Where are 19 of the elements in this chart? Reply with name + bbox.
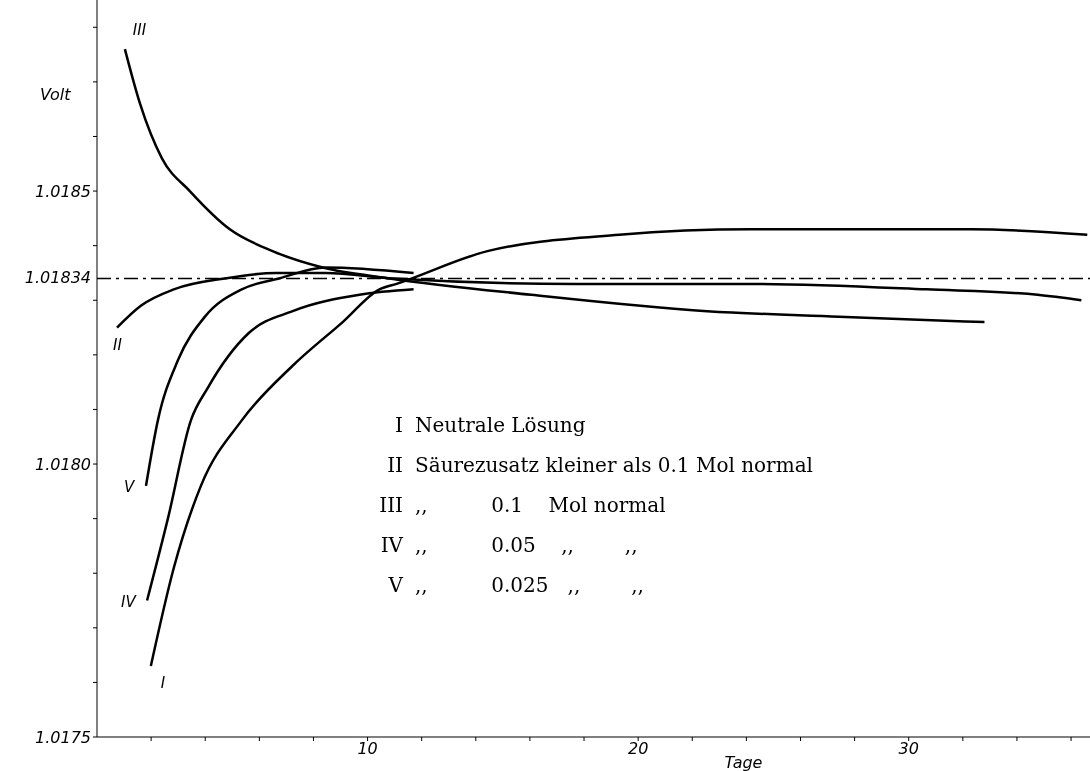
annotation: V ,, 0.025 ,, ,, bbox=[387, 572, 644, 599]
annotation: III ,, 0.1 Mol normal bbox=[378, 492, 666, 519]
series-label: III bbox=[132, 21, 147, 40]
y-tick-label: 1.0180 bbox=[35, 454, 91, 474]
series-label: II bbox=[113, 335, 123, 354]
x-axis-title: Tage bbox=[724, 753, 763, 771]
series-label: IV bbox=[121, 592, 138, 611]
x-tick-label: 20 bbox=[627, 739, 649, 759]
x-tick-label: 30 bbox=[898, 739, 919, 759]
y-tick-label: 1.0185 bbox=[35, 181, 91, 201]
series-label: I bbox=[160, 674, 166, 693]
annotation: IV ,, 0.05 ,, ,, bbox=[379, 532, 638, 559]
y-tick-label: 1.0175 bbox=[35, 727, 91, 747]
x-tick-label: 10 bbox=[357, 739, 378, 759]
series-label: V bbox=[123, 477, 136, 496]
annotation: II Säurezusatz kleiner als 0.1 Mol normal bbox=[386, 452, 813, 479]
annotation: I Neutrale Lösung bbox=[394, 412, 586, 439]
y-axis-title: Volt bbox=[40, 85, 71, 104]
ref-line-label: 1.01834 bbox=[24, 268, 91, 288]
